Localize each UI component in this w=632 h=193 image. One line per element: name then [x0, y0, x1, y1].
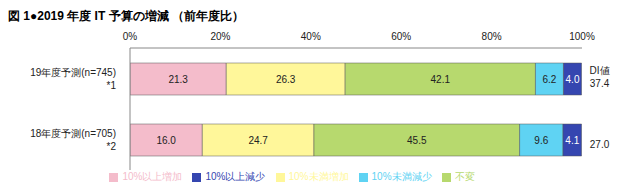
- html-text:10%未満増加: 10%未満増加: [288, 171, 349, 182]
- html-text:10%以上減少: 10%以上減少: [205, 171, 266, 182]
- svg-text:0%: 0%: [123, 31, 138, 42]
- svg-text:DI値: DI値: [590, 65, 610, 76]
- svg-text:19年度予測(n=745): 19年度予測(n=745): [30, 67, 116, 78]
- svg-text:21.3: 21.3: [168, 74, 188, 85]
- svg-text:4.1: 4.1: [565, 135, 579, 146]
- svg-text:9.6: 9.6: [534, 135, 548, 146]
- svg-text:45.5: 45.5: [407, 135, 427, 146]
- svg-text:27.0: 27.0: [590, 139, 610, 150]
- svg-text:4.0: 4.0: [566, 74, 580, 85]
- svg-text:*2: *2: [107, 141, 117, 152]
- svg-text:18年度予測(n=705): 18年度予測(n=705): [30, 128, 116, 139]
- svg-text:26.3: 26.3: [276, 74, 296, 85]
- html-text:図 1●2019 年度 IT 予算の増減 （前年度比）: 図 1●2019 年度 IT 予算の増減 （前年度比）: [8, 9, 244, 23]
- svg-text:80%: 80%: [482, 31, 502, 42]
- html-text:不変: 不変: [454, 171, 475, 182]
- svg-text:24.7: 24.7: [248, 135, 268, 146]
- svg-text:42.1: 42.1: [431, 74, 451, 85]
- html-text:10%未満減少: 10%未満減少: [371, 171, 432, 182]
- svg-text:*1: *1: [107, 80, 117, 91]
- svg-text:40%: 40%: [301, 31, 321, 42]
- html-text:10%以上増加: 10%以上増加: [122, 171, 183, 182]
- svg-text:20%: 20%: [210, 31, 230, 42]
- svg-text:37.4: 37.4: [590, 78, 610, 89]
- svg-text:100%: 100%: [569, 31, 595, 42]
- svg-text:16.0: 16.0: [156, 135, 176, 146]
- svg-text:60%: 60%: [391, 31, 411, 42]
- svg-text:6.2: 6.2: [543, 74, 557, 85]
